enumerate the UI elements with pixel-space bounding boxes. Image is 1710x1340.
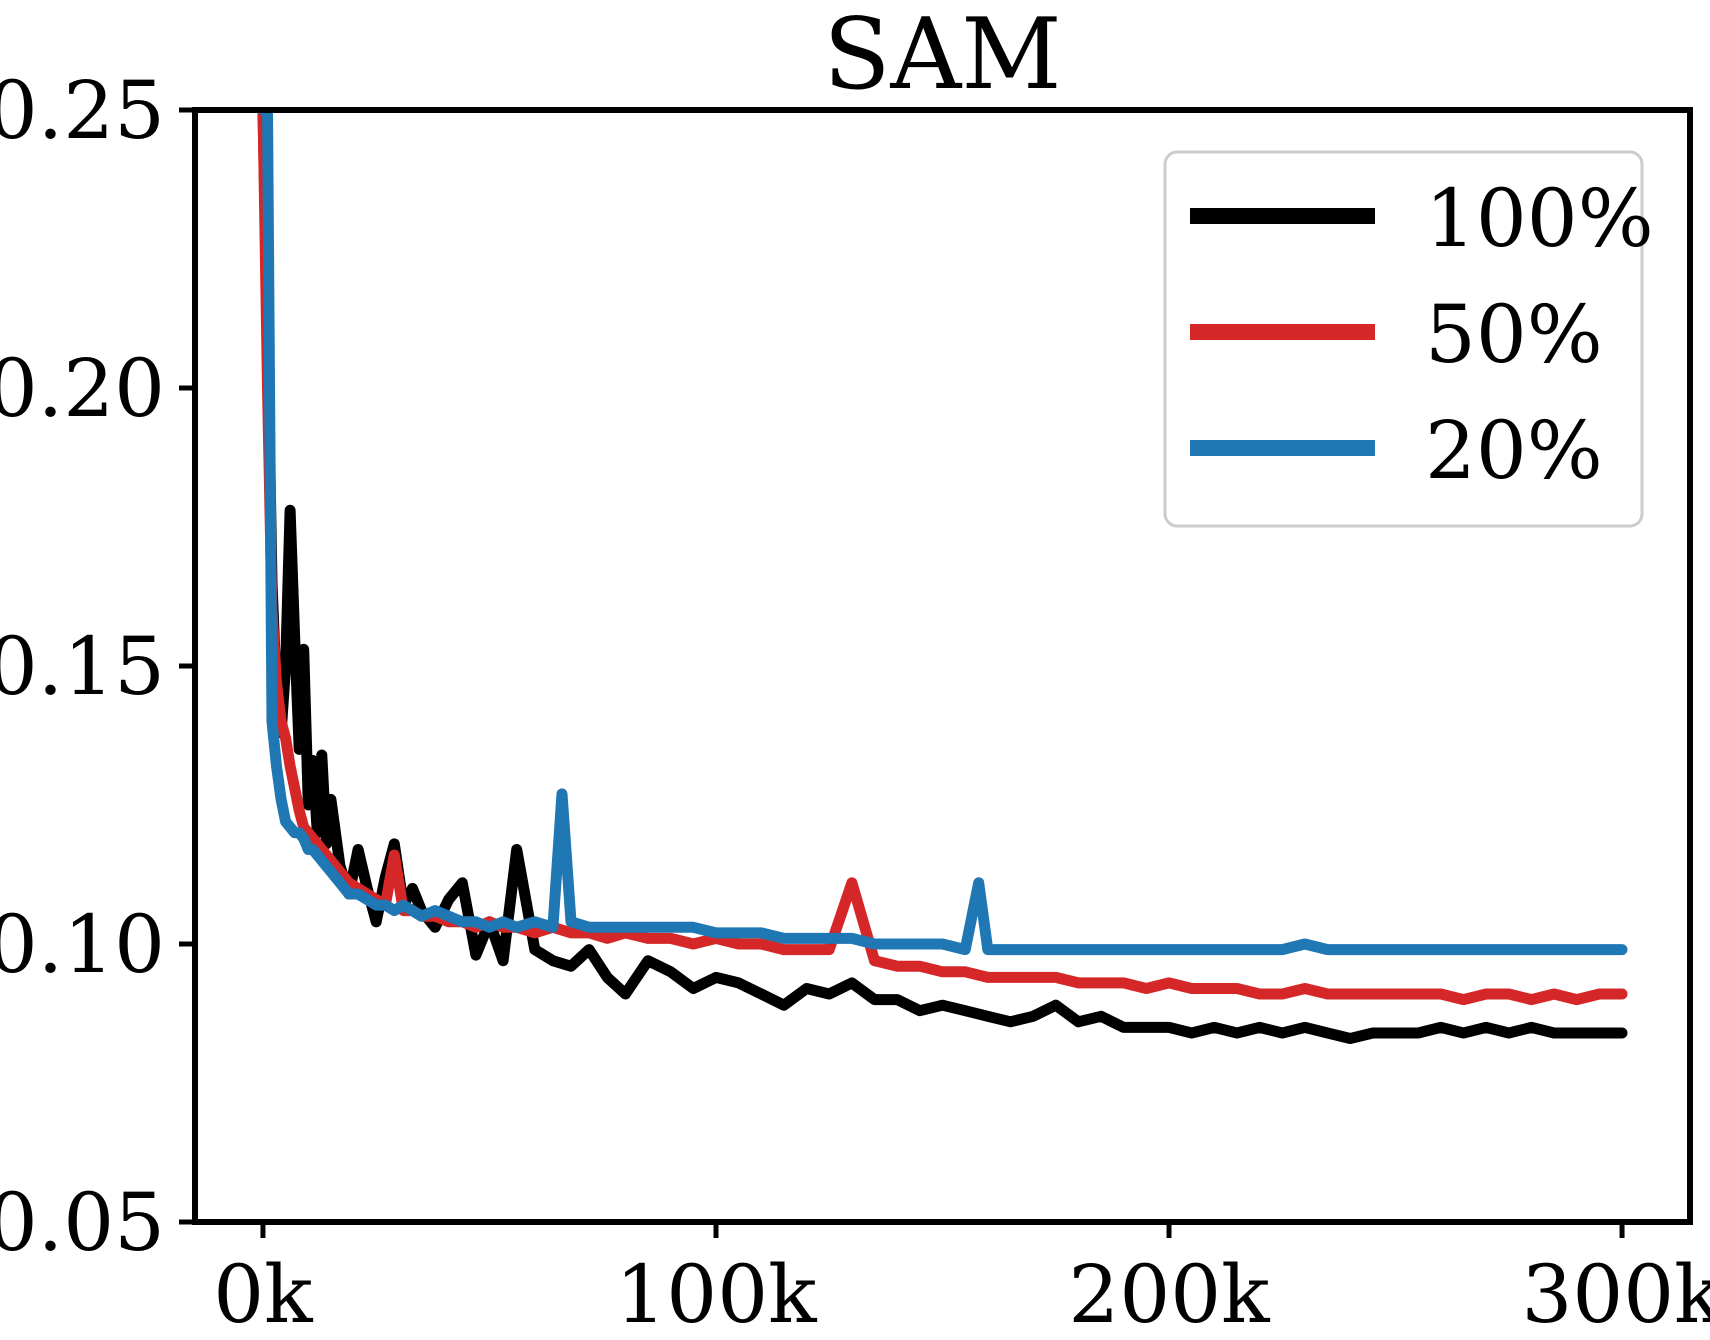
x-tick-label: 200k: [1068, 1248, 1271, 1340]
x-tick-label: 100k: [615, 1248, 818, 1340]
y-tick-label: 0.20: [0, 342, 165, 435]
y-tick-label: 0.10: [0, 898, 165, 991]
y-tick-label: 0.05: [0, 1176, 165, 1269]
x-tick-label: 300k: [1521, 1248, 1710, 1340]
legend-box: [1163, 150, 1644, 528]
legend-label: 100%: [1425, 172, 1654, 265]
legend-label: 50%: [1425, 288, 1603, 381]
series-line-1: [257, 110, 1628, 1006]
x-tick-label: 0k: [213, 1248, 314, 1340]
series-line-0: [257, 110, 1628, 1044]
y-tick-label: 0.15: [0, 620, 165, 713]
legend: 100% 50% 20%: [1163, 150, 1654, 528]
legend-label: 20%: [1425, 404, 1603, 497]
y-tick-label: 0.25: [0, 64, 165, 157]
axis-ticks: 0k 100k 200k 300k 0.05 0.10 0.15 0.20 0.25: [0, 64, 1710, 1340]
chart-title: SAM: [823, 0, 1061, 112]
series-line-2: [257, 110, 1628, 956]
series-lines: [257, 110, 1628, 1044]
